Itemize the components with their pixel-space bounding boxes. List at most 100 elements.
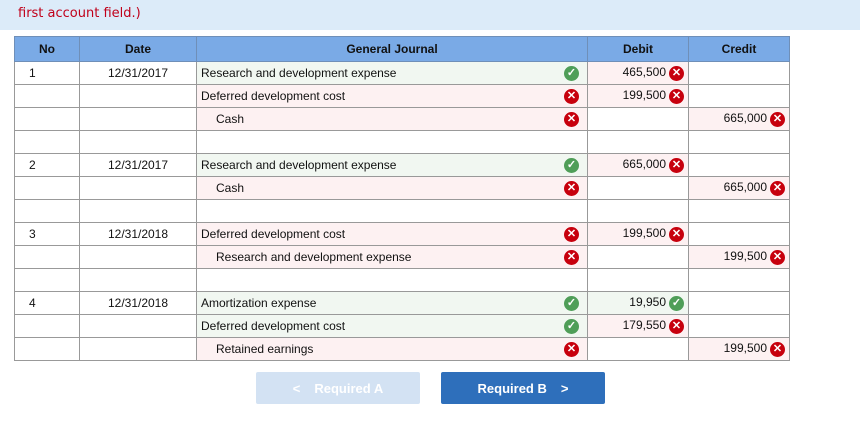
entry-date[interactable]	[79, 176, 197, 200]
debit-field[interactable]: 179,550 ✕	[587, 314, 689, 338]
x-circle-icon: ✕	[770, 180, 785, 196]
debit-field[interactable]: 465,500 ✕	[587, 61, 689, 85]
account-field[interactable]: Retained earnings ✕	[196, 337, 588, 361]
empty-cell[interactable]	[79, 130, 197, 154]
empty-cell[interactable]	[688, 199, 790, 223]
entry-date[interactable]	[79, 245, 197, 269]
x-circle-icon: ✕	[770, 249, 785, 265]
entry-date[interactable]	[79, 337, 197, 361]
credit-field[interactable]	[688, 314, 790, 338]
entry-number	[14, 245, 80, 269]
check-circle-icon: ✓	[564, 319, 579, 334]
empty-cell[interactable]	[587, 199, 689, 223]
empty-cell[interactable]	[79, 199, 197, 223]
entry-number: 1	[14, 61, 80, 85]
blank-row	[14, 199, 790, 223]
account-name: Amortization expense	[201, 296, 317, 310]
empty-cell[interactable]	[587, 130, 689, 154]
credit-field[interactable]: 665,000 ✕	[688, 107, 790, 131]
account-name: Cash	[216, 112, 245, 126]
entry-number	[14, 176, 80, 200]
table-row: Deferred development cost ✕ 199,500 ✕	[14, 84, 790, 108]
account-name: Retained earnings	[216, 342, 314, 356]
debit-field[interactable]	[587, 176, 689, 200]
empty-cell[interactable]	[587, 268, 689, 292]
table-row: Research and development expense ✕ 199,500…	[14, 245, 790, 269]
entry-date[interactable]	[79, 107, 197, 131]
account-field[interactable]: Deferred development cost ✓	[196, 314, 588, 338]
credit-amount: 199,500	[723, 249, 767, 264]
debit-field[interactable]: 19,950 ✓	[587, 291, 689, 315]
check-circle-icon: ✓	[564, 66, 579, 81]
account-field[interactable]: Deferred development cost ✕	[196, 84, 588, 108]
entry-date[interactable]: 12/31/2018	[79, 222, 197, 246]
empty-cell[interactable]	[79, 268, 197, 292]
required-a-label: Required A	[314, 380, 384, 396]
table-header-row: No Date General Journal Debit Credit	[14, 36, 790, 62]
empty-cell[interactable]	[196, 130, 588, 154]
general-journal-table: No Date General Journal Debit Credit 1 12…	[14, 36, 790, 361]
empty-cell[interactable]	[196, 199, 588, 223]
account-field[interactable]: Deferred development cost ✕	[196, 222, 588, 246]
empty-cell[interactable]	[14, 268, 80, 292]
table-row: Cash ✕ 665,000 ✕	[14, 176, 790, 200]
credit-field[interactable]	[688, 84, 790, 108]
debit-amount: 465,500	[622, 65, 666, 80]
account-name: Cash	[216, 181, 245, 195]
required-b-button[interactable]: Required B >	[441, 372, 605, 404]
credit-amount: 665,000	[723, 111, 767, 126]
credit-field[interactable]: 665,000 ✕	[688, 176, 790, 200]
check-circle-icon: ✓	[564, 296, 579, 311]
debit-amount: 665,000	[622, 157, 666, 172]
table-row: 2 12/31/2017 Research and development expe…	[14, 153, 790, 177]
entry-number	[14, 84, 80, 108]
account-field[interactable]: Cash ✕	[196, 176, 588, 200]
blank-row	[14, 130, 790, 154]
account-name: Deferred development cost	[201, 227, 346, 241]
chevron-left-icon: <	[292, 380, 301, 396]
credit-field[interactable]	[688, 153, 790, 177]
entry-date[interactable]: 12/31/2017	[79, 153, 197, 177]
credit-field[interactable]	[688, 222, 790, 246]
entry-date[interactable]: 12/31/2018	[79, 291, 197, 315]
credit-field[interactable]	[688, 61, 790, 85]
credit-field[interactable]	[688, 291, 790, 315]
debit-amount: 179,550	[622, 318, 666, 333]
debit-field[interactable]	[587, 245, 689, 269]
table-row: Cash ✕ 665,000 ✕	[14, 107, 790, 131]
credit-field[interactable]: 199,500 ✕	[688, 337, 790, 361]
debit-field[interactable]	[587, 107, 689, 131]
account-field[interactable]: Amortization expense ✓	[196, 291, 588, 315]
debit-field[interactable]	[587, 337, 689, 361]
empty-cell[interactable]	[688, 130, 790, 154]
entry-date[interactable]: 12/31/2017	[79, 61, 197, 85]
x-circle-icon: ✕	[564, 250, 579, 265]
debit-field[interactable]: 199,500 ✕	[587, 222, 689, 246]
account-field[interactable]: Cash ✕	[196, 107, 588, 131]
x-circle-icon: ✕	[564, 181, 579, 196]
entry-number	[14, 314, 80, 338]
account-field[interactable]: Research and development expense ✓	[196, 153, 588, 177]
debit-field[interactable]: 665,000 ✕	[587, 153, 689, 177]
empty-cell[interactable]	[688, 268, 790, 292]
x-circle-icon: ✕	[564, 89, 579, 104]
debit-amount: 199,500	[622, 88, 666, 103]
debit-field[interactable]: 199,500 ✕	[587, 84, 689, 108]
empty-cell[interactable]	[14, 130, 80, 154]
table-row: 4 12/31/2018 Amortization expense ✓ 19,950 ✓	[14, 291, 790, 315]
instruction-banner: first account field.)	[0, 0, 860, 30]
entry-date[interactable]	[79, 314, 197, 338]
entry-number: 4	[14, 291, 80, 315]
account-field[interactable]: Research and development expense ✕	[196, 245, 588, 269]
account-field[interactable]: Research and development expense ✓	[196, 61, 588, 85]
entry-number	[14, 107, 80, 131]
credit-amount: 665,000	[723, 180, 767, 195]
table-row: 1 12/31/2017 Research and development expe…	[14, 61, 790, 85]
entry-date[interactable]	[79, 84, 197, 108]
empty-cell[interactable]	[14, 199, 80, 223]
x-circle-icon: ✕	[669, 88, 684, 104]
required-a-button[interactable]: < Required A	[256, 372, 420, 404]
credit-field[interactable]: 199,500 ✕	[688, 245, 790, 269]
x-circle-icon: ✕	[564, 227, 579, 242]
empty-cell[interactable]	[196, 268, 588, 292]
